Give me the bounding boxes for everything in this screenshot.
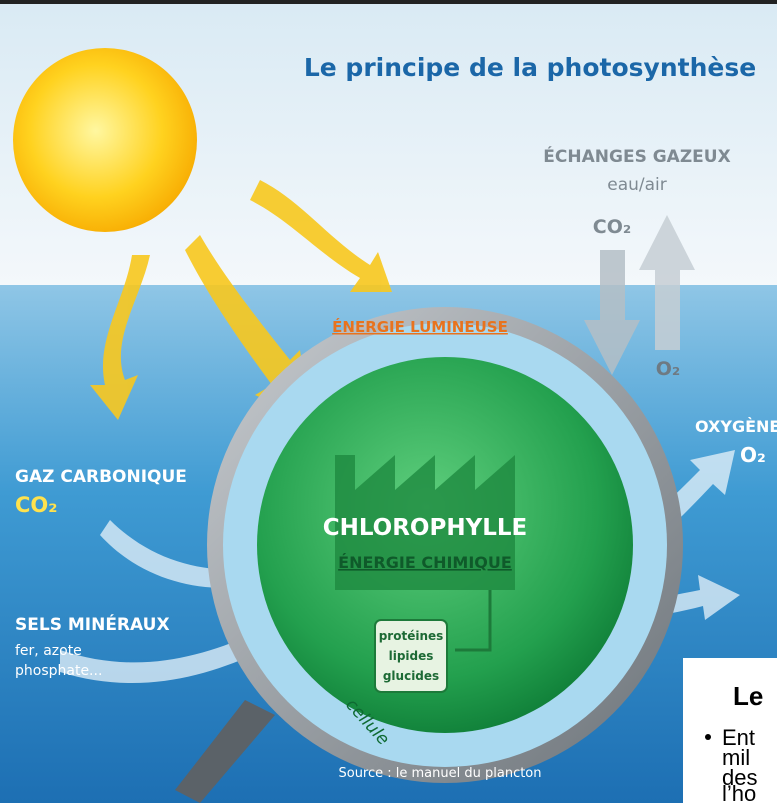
mineral-list: phosphate... [15,663,102,679]
gas-exchange: ÉCHANGES GAZEUX [543,145,730,167]
title: Le principe de la photosynthèse [304,53,756,82]
carbon-gas: GAZ CARBONIQUE [15,467,187,487]
gas-exchange-sub: eau/air [607,175,667,195]
oxygen-formula: O₂ [740,443,766,467]
top-border [0,0,777,4]
oxygen: OXYGÈNE [695,417,777,436]
bullet [705,734,711,740]
source: Source : le manuel du plancton [338,766,541,781]
overlay-heading: Le [733,681,763,711]
exchange-co2: CO₂ [593,216,631,238]
mineral-salts: SELS MINÉRAUX [15,613,170,635]
light-energy: ÉNERGIE LUMINEUSE [332,317,508,336]
infographic: Le principe de la photosynthèse ÉCHANGES… [0,0,777,803]
exchange-o2: O₂ [656,358,680,380]
overlay-line: l’ho [722,781,756,803]
chemical-energy: ÉNERGIE CHIMIQUE [338,553,512,572]
carbon-formula: CO₂ [15,493,57,517]
mineral-list: fer, azote [15,643,82,659]
product: glucides [383,669,439,683]
product: lipides [389,649,434,663]
chlorophyll: CHLOROPHYLLE [323,515,528,541]
sun [13,48,197,232]
product: protéines [379,629,444,643]
